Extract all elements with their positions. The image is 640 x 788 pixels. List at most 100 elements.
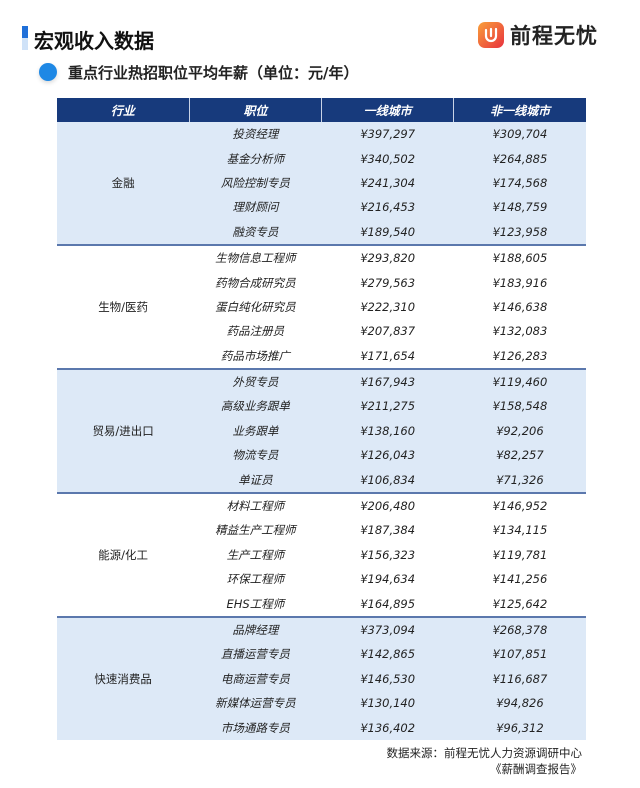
table-row: 直播运营专员 ¥142,865 ¥107,851 — [57, 642, 586, 667]
title-marker — [22, 26, 28, 50]
table-row: 市场通路专员 ¥136,402 ¥96,312 — [57, 715, 586, 740]
position-cell: 材料工程师 — [189, 491, 322, 519]
tier1-salary-cell: ¥206,480 — [321, 491, 454, 519]
other-city-salary-cell: ¥146,952 — [453, 491, 586, 519]
tier1-salary-cell: ¥171,654 — [360, 348, 416, 363]
table-row: 快速消费品 品牌经理 ¥373,094 ¥268,378 — [57, 615, 586, 740]
tier1-salary-cell: ¥136,402 — [321, 715, 454, 740]
other-city-salary-cell: ¥132,083 — [492, 324, 548, 339]
tier1-salary-cell: ¥130,140 — [321, 690, 454, 716]
table-row: 新媒体运营专员 ¥130,140 ¥94,826 — [57, 690, 586, 716]
tier1-salary-cell: ¥126,043 — [321, 443, 454, 468]
tier1-salary-cell: ¥216,453 — [321, 195, 454, 220]
position-cell: 药品注册员 — [226, 324, 285, 339]
other-city-salary-cell: ¥123,958 — [453, 219, 586, 245]
column-header: 一线城市 — [320, 98, 454, 122]
position-cell: EHS工程师 — [226, 596, 285, 611]
tier1-salary-cell: ¥194,634 — [360, 572, 416, 587]
column-header: 行业 — [57, 98, 190, 122]
other-city-salary-cell: ¥119,460 — [453, 367, 586, 395]
tier1-salary-cell: ¥156,323 — [360, 547, 416, 562]
position-cell: 精益生产工程师 — [215, 523, 296, 538]
source-line: 数据来源：前程无忧人力资源调研中心 — [386, 746, 583, 760]
position-cell: 新媒体运营专员 — [189, 690, 322, 716]
industry-cell: 快速消费品 — [57, 615, 190, 740]
position-cell: 融资专员 — [189, 219, 322, 245]
tier1-salary-cell: ¥142,865 — [321, 642, 454, 667]
other-city-salary-cell: ¥82,257 — [453, 443, 586, 468]
industry-cell: 金融 — [57, 122, 190, 245]
bullet-icon — [39, 63, 57, 81]
other-city-salary-cell: ¥174,568 — [453, 170, 586, 196]
table-row: 贸易/进出口 外贸专员 ¥167,943 ¥119,460 — [57, 367, 586, 493]
position-cell: 蛋白纯化研究员 — [215, 299, 296, 314]
source-report: 《薪酬调查报告》 — [490, 762, 582, 776]
tier1-salary-cell: ¥241,304 — [321, 170, 454, 196]
logo: 前程无忧 — [478, 20, 598, 50]
position-cell: 高级业务跟单 — [189, 394, 322, 419]
position-cell: 电商运营专员 — [189, 666, 322, 691]
table-row: 物流专员 ¥126,043 ¥82,257 — [57, 443, 586, 468]
salary-table: 行业 职位 一线城市 非一线城市 金融 投资经理 ¥397,297 ¥309,704 基金分析… — [57, 98, 586, 740]
tier1-salary-cell: ¥189,540 — [321, 219, 454, 245]
table-row: 风险控制专员 ¥241,304 ¥174,568 — [57, 170, 586, 196]
industry-cell: 贸易/进出口 — [57, 367, 190, 493]
other-city-salary-cell: ¥116,687 — [453, 666, 586, 691]
column-header: 职位 — [188, 98, 322, 122]
position-cell: 药品市场推广 — [220, 348, 290, 363]
other-city-salary-cell: ¥125,642 — [492, 596, 548, 611]
tier1-salary-cell: ¥164,895 — [360, 596, 416, 611]
table-row: 药物合成研究员 ¥279,563 ¥183,916 — [57, 270, 586, 294]
tier1-salary-cell: ¥211,275 — [321, 394, 454, 419]
logo-icon — [478, 22, 504, 48]
table-row: 高级业务跟单 ¥211,275 ¥158,548 — [57, 394, 586, 419]
section-subtitle: 重点行业热招职位平均年薪（单位：元/年） — [68, 64, 359, 82]
tier1-salary-cell: ¥138,160 — [321, 418, 454, 444]
tier1-salary-cell: ¥373,094 — [321, 615, 454, 643]
position-cell: 基金分析师 — [189, 146, 322, 171]
table-row: EHS工程师 ¥164,895 ¥125,642 — [57, 591, 586, 616]
other-city-salary-cell: ¥119,781 — [492, 547, 548, 562]
other-city-salary-cell: ¥158,548 — [453, 394, 586, 419]
tier1-salary-cell: ¥293,820 — [321, 243, 454, 271]
position-cell: 投资经理 — [189, 122, 322, 147]
tier1-salary-cell: ¥397,297 — [321, 122, 454, 147]
table-row: 蛋白纯化研究员 ¥222,310 ¥146,638 — [57, 295, 586, 319]
table-row: 生产工程师 ¥156,323 ¥119,781 — [57, 543, 586, 567]
other-city-salary-cell: ¥94,826 — [453, 690, 586, 716]
position-cell: 环保工程师 — [226, 572, 285, 587]
position-cell: 风险控制专员 — [189, 170, 322, 196]
position-cell: 生物信息工程师 — [189, 243, 322, 271]
column-header: 非一线城市 — [453, 98, 586, 122]
table-row: 药品市场推广 ¥171,654 ¥126,283 — [57, 344, 586, 369]
position-cell: 单证员 — [189, 467, 322, 493]
logo-text: 前程无忧 — [510, 24, 598, 48]
position-cell: 理财顾问 — [189, 195, 322, 220]
industry-cell: 生物/医药 — [57, 243, 190, 369]
tier1-salary-cell: ¥146,530 — [321, 666, 454, 691]
position-cell: 市场通路专员 — [189, 715, 322, 740]
page-title: 宏观收入数据 — [34, 29, 154, 53]
tier1-salary-cell: ¥106,834 — [321, 467, 454, 493]
other-city-salary-cell: ¥268,378 — [453, 615, 586, 643]
other-city-salary-cell: ¥264,885 — [453, 146, 586, 171]
data-source: 数据来源：前程无忧人力资源调研中心 《薪酬调查报告》 — [387, 745, 583, 777]
table-row: 融资专员 ¥189,540 ¥123,958 — [57, 219, 586, 245]
other-city-salary-cell: ¥188,605 — [453, 243, 586, 271]
other-city-salary-cell: ¥141,256 — [492, 572, 548, 587]
other-city-salary-cell: ¥134,115 — [492, 523, 548, 538]
other-city-salary-cell: ¥71,326 — [453, 467, 586, 493]
industry-cell: 能源/化工 — [57, 491, 190, 617]
position-cell: 外贸专员 — [189, 367, 322, 395]
other-city-salary-cell: ¥126,283 — [492, 348, 548, 363]
position-cell: 品牌经理 — [189, 615, 322, 643]
position-cell: 药物合成研究员 — [215, 275, 296, 290]
position-cell: 物流专员 — [189, 443, 322, 468]
position-cell: 直播运营专员 — [189, 642, 322, 667]
table-row: 环保工程师 ¥194,634 ¥141,256 — [57, 567, 586, 591]
table-row: 电商运营专员 ¥146,530 ¥116,687 — [57, 666, 586, 691]
table-row: 单证员 ¥106,834 ¥71,326 — [57, 467, 586, 493]
position-cell: 业务跟单 — [189, 418, 322, 444]
tier1-salary-cell: ¥222,310 — [360, 299, 416, 314]
table-row: 基金分析师 ¥340,502 ¥264,885 — [57, 146, 586, 171]
